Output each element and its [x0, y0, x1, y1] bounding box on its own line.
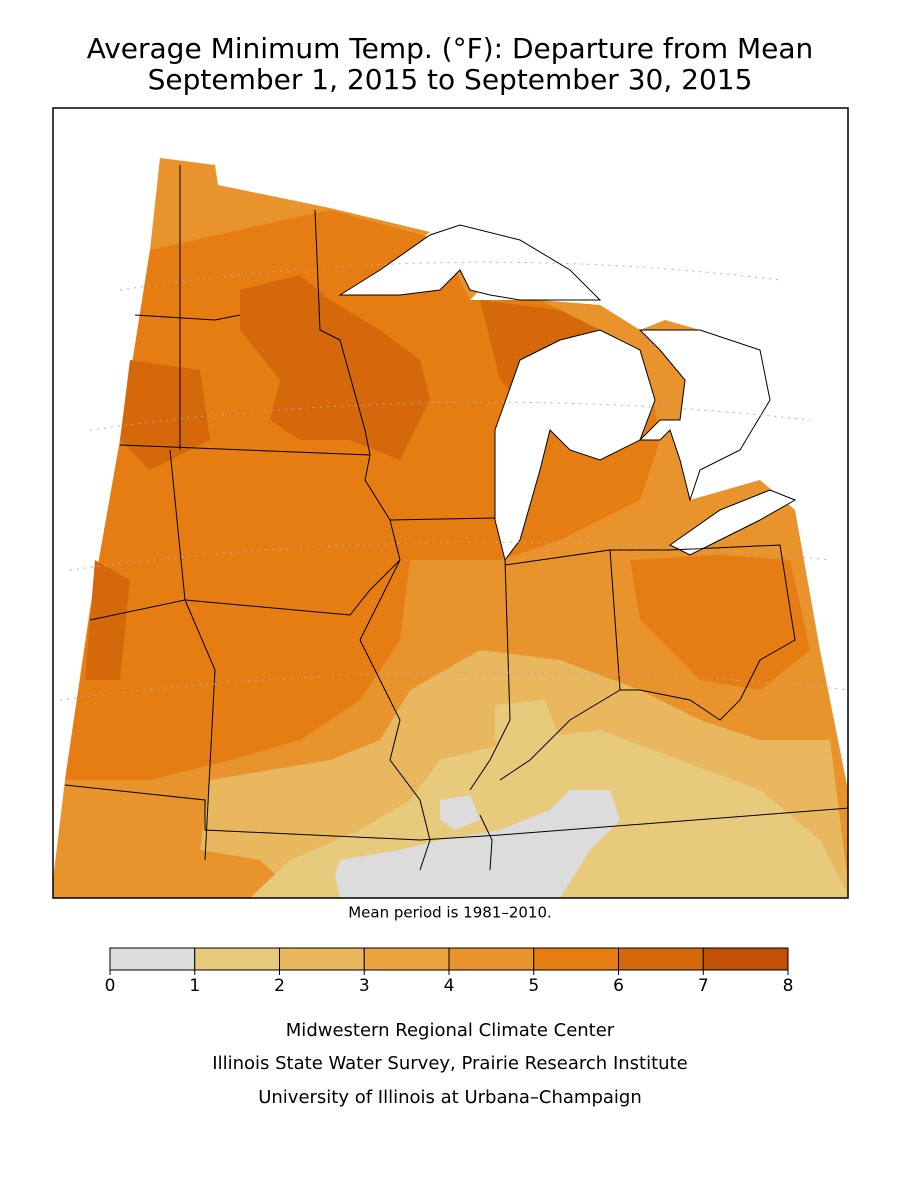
legend-tick-label: 7: [698, 976, 709, 996]
lake-huron: [638, 329, 771, 502]
legend-box: [448, 947, 535, 971]
zone-6-7: [85, 560, 130, 680]
legend-tick-label: 8: [783, 976, 794, 996]
legend-box: [533, 947, 619, 971]
legend-box: [363, 947, 450, 971]
state-line: [314, 209, 371, 456]
legend-box: [618, 947, 704, 971]
state-line: [134, 314, 241, 321]
subtitle: September 1, 2015 to September 30, 2015: [148, 63, 753, 96]
state-line: [119, 444, 496, 521]
legend-tick-label: 5: [528, 976, 539, 996]
graticule: [59, 261, 848, 701]
note: Mean period is 1981–2010.: [348, 904, 552, 922]
zone-0-1: [440, 795, 480, 830]
credit: Illinois State Water Survey, Prairie Res…: [212, 1053, 687, 1074]
river: [479, 814, 493, 871]
state-line: [469, 559, 511, 791]
state-line: [359, 559, 431, 871]
title: Average Minimum Temp. (°F): Departure fr…: [87, 32, 814, 65]
zone-6-7: [120, 360, 210, 470]
state-line: [184, 519, 401, 616]
zone-5-6: [630, 555, 810, 690]
credit: University of Illinois at Urbana–Champai…: [258, 1087, 642, 1108]
map: [52, 107, 849, 899]
map-frame: [52, 107, 849, 899]
zone-6-7: [240, 275, 430, 460]
legend-tick-label: 2: [274, 976, 285, 996]
lake-michigan: [494, 329, 656, 562]
legend-tick-label: 3: [359, 976, 370, 996]
lake-erie: [669, 489, 797, 556]
state-line: [499, 549, 621, 781]
credit: Midwestern Regional Climate Center: [286, 1020, 615, 1041]
legend-box: [279, 947, 365, 971]
legend-box: [194, 947, 280, 971]
zone-0-1: [335, 790, 620, 898]
legend-tick-label: 1: [189, 976, 200, 996]
legend-box: [702, 947, 789, 971]
legend-tick-label: 0: [105, 976, 116, 996]
state-line: [610, 544, 796, 721]
state-line: [64, 784, 848, 841]
legend-tick-label: 6: [613, 976, 624, 996]
state-line: [184, 599, 216, 861]
legend-box: [109, 947, 196, 971]
legend: 0 1 2 3 4 5 6 7 8: [105, 947, 794, 996]
legend-tick-label: 4: [444, 976, 455, 996]
zone-1-2: [495, 700, 560, 760]
